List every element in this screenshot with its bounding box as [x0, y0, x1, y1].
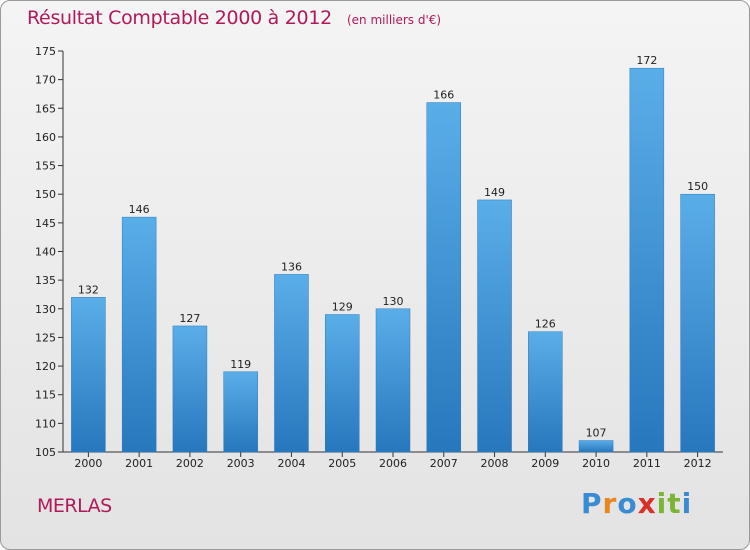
brand-logo[interactable]: Proxiti: [581, 487, 692, 520]
bar-value-label: 107: [586, 427, 607, 440]
chart-title-block: Résultat Comptable 2000 à 2012 (en milli…: [27, 7, 441, 29]
y-tick-label: 105: [35, 446, 56, 459]
x-tick-label: 2007: [430, 457, 458, 470]
brand-letter: o: [617, 487, 638, 520]
chart-unit: (en milliers d'€): [346, 13, 442, 27]
x-tick-label: 2011: [633, 457, 661, 470]
x-tick-label: 2010: [582, 457, 610, 470]
y-tick-label: 115: [35, 389, 56, 402]
bar: [324, 314, 360, 453]
y-tick-label: 135: [35, 274, 56, 287]
x-tick-label: 2008: [481, 457, 509, 470]
bar: [172, 325, 208, 453]
bar-value-label: 146: [129, 203, 150, 216]
brand-letter: x: [637, 487, 657, 520]
chart-title: Résultat Comptable 2000 à 2012: [27, 7, 332, 29]
y-tick-label: 150: [35, 188, 56, 201]
y-tick-label: 155: [35, 160, 56, 173]
x-tick-label: 2012: [684, 457, 712, 470]
y-tick-label: 120: [35, 360, 56, 373]
bar-value-label: 149: [484, 186, 505, 199]
bar-value-label: 150: [687, 180, 708, 193]
bar-value-label: 130: [383, 295, 404, 308]
bar-value-label: 166: [433, 89, 454, 102]
x-tick-label: 2001: [125, 457, 153, 470]
bar: [375, 308, 411, 453]
x-tick-label: 2005: [328, 457, 356, 470]
y-tick-label: 140: [35, 246, 56, 259]
bar: [223, 371, 258, 453]
bar-value-label: 119: [230, 358, 251, 371]
y-tick-label: 145: [35, 217, 56, 230]
bar: [71, 297, 106, 453]
x-tick-label: 2004: [277, 457, 305, 470]
bar: [477, 199, 512, 453]
chart-value-labels: 132 146 127 119 136 129 130 166 149 126 107 172 150: [78, 54, 708, 439]
brand-letter: t: [667, 487, 682, 520]
y-tick-label: 160: [35, 131, 56, 144]
bar: [578, 440, 614, 453]
bar: [680, 193, 715, 453]
bar: [528, 331, 563, 453]
x-tick-label: 2002: [176, 457, 204, 470]
bar-value-label: 136: [281, 260, 302, 273]
bar-value-label: 129: [332, 301, 353, 314]
bar-value-label: 127: [179, 312, 200, 325]
brand-letter: i: [681, 487, 693, 520]
y-tick-label: 175: [35, 45, 56, 58]
y-tick-label: 110: [35, 417, 56, 430]
bar: [274, 274, 309, 453]
x-tick-label: 2009: [531, 457, 559, 470]
brand-letter: i: [656, 487, 668, 520]
brand-letter: r: [602, 487, 618, 520]
bar-value-label: 126: [535, 318, 556, 331]
x-tick-label: 2003: [227, 457, 255, 470]
brand-letter: P: [581, 487, 603, 520]
bar: [426, 102, 462, 453]
y-tick-label: 165: [35, 102, 56, 115]
bar-value-label: 172: [636, 54, 657, 67]
y-tick-label: 125: [35, 331, 56, 344]
bar: [629, 67, 665, 453]
y-tick-label: 130: [35, 303, 56, 316]
y-tick-label: 170: [35, 74, 56, 87]
x-tick-label: 2006: [379, 457, 407, 470]
commune-name: MERLAS: [37, 495, 112, 517]
bar-value-label: 132: [78, 283, 99, 296]
chart-bars: [71, 67, 715, 453]
bar: [121, 216, 157, 453]
x-tick-label: 2000: [74, 457, 102, 470]
